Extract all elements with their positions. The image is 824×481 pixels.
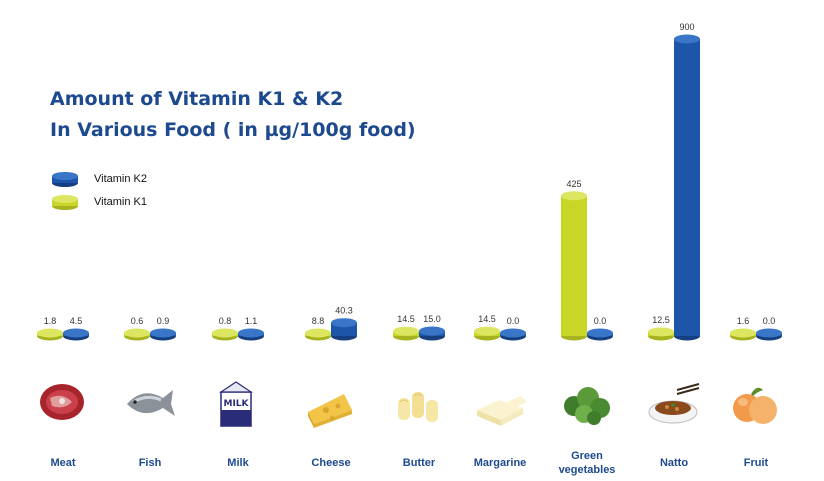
category-label: Milk — [227, 457, 249, 469]
category-label: Meat — [50, 457, 76, 469]
data-label: 1.1 — [245, 316, 258, 326]
data-label: 1.8 — [44, 316, 57, 326]
bar-vitamin-k2-butter — [419, 326, 445, 341]
bar-vitamin-k2-cheese — [331, 318, 357, 341]
category-label: Butter — [402, 457, 436, 469]
data-label: 1.6 — [737, 316, 750, 326]
bar-vitamin-k1-meat — [37, 328, 63, 341]
chart-subtitle: In Various Food ( in µg/100g food) — [50, 119, 416, 141]
natto-icon — [647, 380, 703, 435]
category-label: Margarine — [473, 457, 527, 469]
bar-vitamin-k2-fish — [150, 328, 176, 341]
milk-carton-icon: MILK — [211, 380, 267, 435]
data-label: 14.5 — [397, 314, 415, 324]
data-label: 8.8 — [312, 316, 325, 326]
data-label: 0.6 — [131, 316, 144, 326]
bar-vitamin-k2-fruit — [756, 328, 782, 341]
green-vegetables-icon — [560, 380, 616, 435]
svg-text:MILK: MILK — [223, 399, 249, 409]
chart-title: Amount of Vitamin K1 & K2 — [50, 88, 344, 110]
data-label: 4.5 — [70, 316, 83, 326]
data-label: 12.5 — [652, 315, 670, 325]
bar-vitamin-k1-fruit — [730, 328, 756, 341]
fish-icon — [123, 380, 179, 435]
legend-swatch-vitamin-k1 — [52, 195, 78, 210]
category-label: Cheese — [311, 457, 351, 469]
category-label: Natto — [659, 457, 689, 469]
data-label: 425 — [566, 179, 581, 189]
data-label: 0.0 — [763, 316, 776, 326]
meat-icon — [36, 380, 92, 435]
data-label: 0.0 — [594, 316, 607, 326]
category-label: Fruit — [743, 457, 769, 469]
data-label: 14.5 — [478, 314, 496, 324]
category-label: Fish — [138, 457, 162, 469]
data-label: 15.0 — [423, 314, 441, 324]
bar-vitamin-k2-milk — [238, 328, 264, 341]
data-label: 0.8 — [219, 316, 232, 326]
bar-vitamin-k2-green-vegetables — [587, 328, 613, 341]
cheese-icon — [304, 380, 360, 435]
bar-vitamin-k1-green-vegetables — [561, 191, 587, 341]
fruit-icon — [729, 380, 785, 435]
bar-vitamin-k2-natto — [674, 34, 700, 341]
data-label: 0.9 — [157, 316, 170, 326]
bar-vitamin-k1-milk — [212, 328, 238, 341]
bar-vitamin-k1-butter — [393, 326, 419, 341]
bar-vitamin-k1-fish — [124, 328, 150, 341]
bar-vitamin-k1-margarine — [474, 326, 500, 341]
margarine-icon — [473, 380, 529, 435]
data-label: 40.3 — [335, 306, 353, 316]
category-label: Green vegetables — [558, 450, 616, 476]
data-label: 900 — [679, 22, 694, 32]
bar-vitamin-k1-natto — [648, 327, 674, 341]
legend-label-vitamin-k2: Vitamin K2 — [94, 173, 147, 185]
legend-label-vitamin-k1: Vitamin K1 — [94, 196, 147, 208]
data-label: 0.0 — [507, 316, 520, 326]
bar-vitamin-k2-meat — [63, 328, 89, 341]
bar-vitamin-k2-margarine — [500, 328, 526, 341]
legend-swatch-vitamin-k2 — [52, 172, 78, 187]
bar-vitamin-k1-cheese — [305, 328, 331, 341]
butter-icon — [392, 380, 448, 435]
